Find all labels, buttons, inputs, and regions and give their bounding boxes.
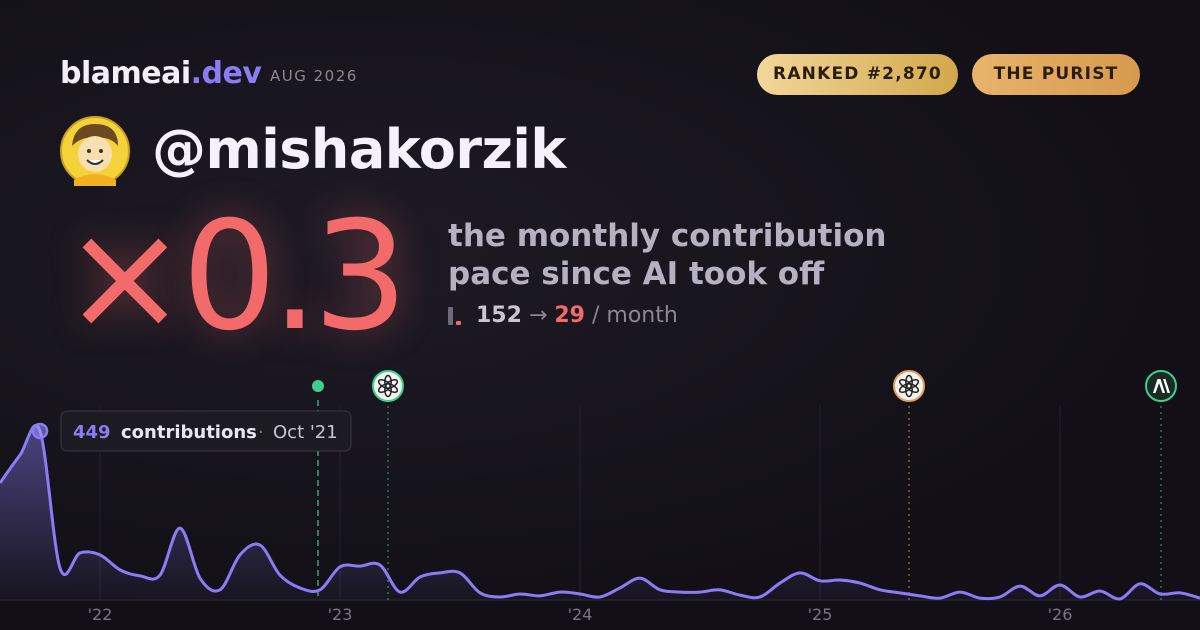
before: 152 <box>476 303 522 328</box>
logo-petal <box>898 378 913 390</box>
mini-bars <box>448 305 462 325</box>
logo-mark <box>1153 379 1170 393</box>
event-icon <box>372 370 404 402</box>
tooltip-value: 449 <box>73 422 111 443</box>
event-dot <box>312 380 324 392</box>
event-icon <box>1145 370 1177 402</box>
x-tick-label: '26 <box>1048 605 1073 624</box>
x-tick-label: '25 <box>808 605 833 624</box>
rank-badge: RANKED #2,870 <box>757 54 958 95</box>
after: 29 <box>554 303 585 328</box>
area <box>0 425 1200 600</box>
line <box>0 423 1200 601</box>
brand-tld: .dev <box>190 56 262 91</box>
x-tick-label: '22 <box>88 605 113 624</box>
avatar <box>60 116 130 186</box>
x-tick-label: '23 <box>328 605 353 624</box>
brand-name: blameai <box>60 56 191 91</box>
multiplier: ×0.3 <box>62 190 408 364</box>
handle: @mishakorzik <box>152 118 566 181</box>
tooltip-sep: · <box>258 422 264 443</box>
arrow: → <box>528 303 548 328</box>
headline-line: the monthly contribution <box>448 218 887 254</box>
tooltip-box <box>60 410 352 452</box>
logo-petal <box>377 378 392 390</box>
stats: 152 → 29 / month <box>448 303 678 328</box>
event-badge <box>372 370 404 402</box>
unit: / month <box>592 303 678 328</box>
persona-badge: THE PURIST <box>972 54 1140 95</box>
tooltip-date: Oct '21 <box>273 422 338 443</box>
highlight-point <box>31 422 49 440</box>
x-tick-label: '24 <box>568 605 593 624</box>
tooltip-label: contributions <box>121 422 257 443</box>
headline-line: pace since AI took off <box>448 256 825 292</box>
period: AUG 2026 <box>270 67 358 85</box>
brand: blameai.dev <box>60 56 262 91</box>
event-icon <box>893 370 925 402</box>
event-badge <box>893 370 925 402</box>
